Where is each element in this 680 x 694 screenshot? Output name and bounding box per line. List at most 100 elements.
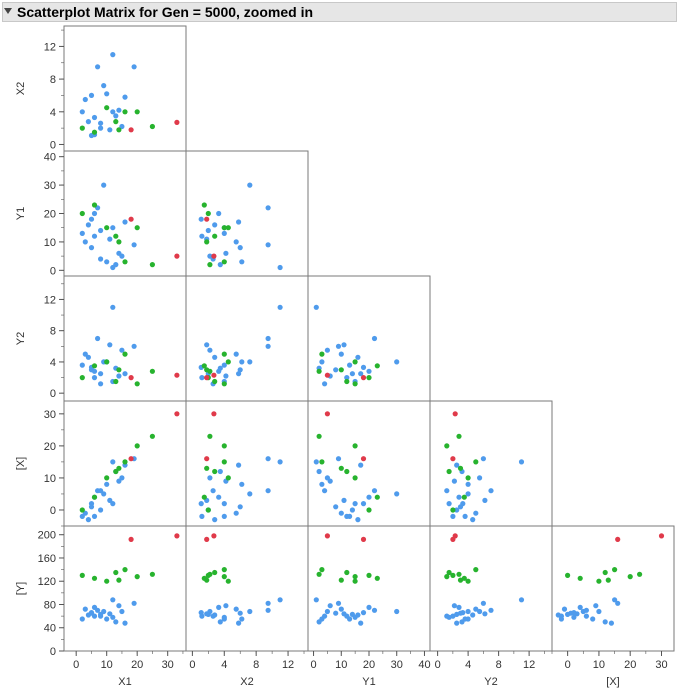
data-point-blue <box>333 367 339 373</box>
data-point-blue <box>327 603 333 609</box>
data-point-blue <box>460 501 466 507</box>
data-point-green <box>122 459 128 465</box>
data-point-green <box>316 368 322 374</box>
data-point-blue <box>358 620 364 626</box>
data-point-blue <box>341 342 347 348</box>
data-point-blue <box>233 239 239 245</box>
data-point-blue <box>85 119 91 125</box>
data-point-blue <box>371 335 378 342</box>
data-point-green <box>316 571 322 577</box>
data-point-red <box>174 533 180 539</box>
data-point-green <box>374 575 380 581</box>
data-point-blue <box>608 620 615 626</box>
x-tick-label: 20 <box>363 659 375 671</box>
x-tick-label: 0 <box>73 659 79 671</box>
data-point-blue <box>239 259 245 265</box>
cell-X2-vs-X1 <box>63 25 187 152</box>
data-point-blue <box>110 109 116 115</box>
data-point-blue <box>518 459 525 465</box>
data-point-blue <box>210 488 216 494</box>
data-point-blue <box>210 613 216 619</box>
data-point-blue <box>85 222 91 228</box>
data-point-blue <box>462 616 468 622</box>
data-point-blue <box>88 92 95 98</box>
data-point-blue <box>98 120 104 126</box>
data-point-blue <box>110 304 116 310</box>
data-point-red <box>174 411 180 417</box>
data-point-green <box>149 123 155 130</box>
data-point-blue <box>236 219 242 225</box>
y-tick-label: 0 <box>50 265 56 277</box>
data-point-blue <box>580 608 586 615</box>
data-point-blue <box>110 597 116 603</box>
y-tick-label: 120 <box>38 576 56 588</box>
data-point-blue <box>446 501 452 507</box>
data-point-blue <box>456 604 462 611</box>
data-point-blue <box>602 619 608 625</box>
data-point-blue <box>233 606 239 612</box>
data-point-blue <box>233 351 239 357</box>
data-point-green <box>605 577 611 583</box>
data-point-blue <box>204 611 210 617</box>
y-tick-label: 12 <box>44 41 56 53</box>
data-point-blue <box>593 603 599 609</box>
data-point-green <box>113 378 119 385</box>
data-point-blue <box>347 616 353 622</box>
data-point-blue <box>265 343 271 349</box>
data-point-blue <box>558 616 565 622</box>
collapse-triangle-icon[interactable] <box>3 6 13 16</box>
data-point-green <box>446 468 452 475</box>
x-axis-label: Y1 <box>362 676 375 688</box>
data-point-blue <box>88 610 95 616</box>
data-point-blue <box>327 478 333 484</box>
y-tick-label: 40 <box>44 623 56 635</box>
data-point-blue <box>338 606 344 612</box>
cell-Y1-vs-X2 <box>185 150 309 277</box>
data-point-blue <box>207 475 213 481</box>
data-point-blue <box>223 250 229 256</box>
data-point-blue <box>555 612 561 618</box>
data-point-blue <box>451 603 457 609</box>
data-point-green <box>91 575 98 581</box>
data-point-blue <box>344 375 350 381</box>
data-point-blue <box>319 359 325 365</box>
data-point-blue <box>324 347 330 353</box>
data-point-green <box>352 443 358 449</box>
x-tick-label: 40 <box>418 659 430 671</box>
data-point-blue <box>98 256 104 262</box>
data-point-green <box>212 569 218 576</box>
cell-[X]-vs-Y2 <box>429 400 553 527</box>
data-point-blue <box>488 488 494 494</box>
data-point-blue <box>79 230 85 236</box>
cell-[X]-vs-Y1 <box>307 400 431 527</box>
data-point-green <box>565 572 571 579</box>
data-point-red <box>211 253 217 259</box>
data-point-blue <box>247 608 253 615</box>
data-point-green <box>212 378 218 385</box>
data-point-blue <box>450 513 456 520</box>
data-point-green <box>450 507 456 513</box>
data-point-blue <box>460 610 466 616</box>
data-point-green <box>149 368 155 374</box>
data-point-green <box>225 578 231 584</box>
x-tick-label: 8 <box>496 659 502 671</box>
y-tick-label: 80 <box>44 599 56 611</box>
data-point-green <box>207 262 213 268</box>
data-point-blue <box>394 608 400 615</box>
data-point-blue <box>104 91 110 97</box>
data-point-blue <box>107 497 113 503</box>
data-point-blue <box>571 610 577 616</box>
data-point-green <box>596 578 602 584</box>
data-point-blue <box>371 607 378 613</box>
data-point-blue <box>313 597 319 603</box>
data-point-blue <box>122 371 128 377</box>
data-point-green <box>602 569 608 576</box>
data-point-blue <box>355 354 361 360</box>
y-tick-label: 10 <box>44 237 56 249</box>
data-point-blue <box>352 501 358 507</box>
data-point-red <box>174 372 180 378</box>
data-point-blue <box>477 475 483 481</box>
cell-[Y]-vs-Y1 <box>307 525 431 652</box>
data-point-blue <box>216 368 222 374</box>
data-point-blue <box>316 468 322 475</box>
